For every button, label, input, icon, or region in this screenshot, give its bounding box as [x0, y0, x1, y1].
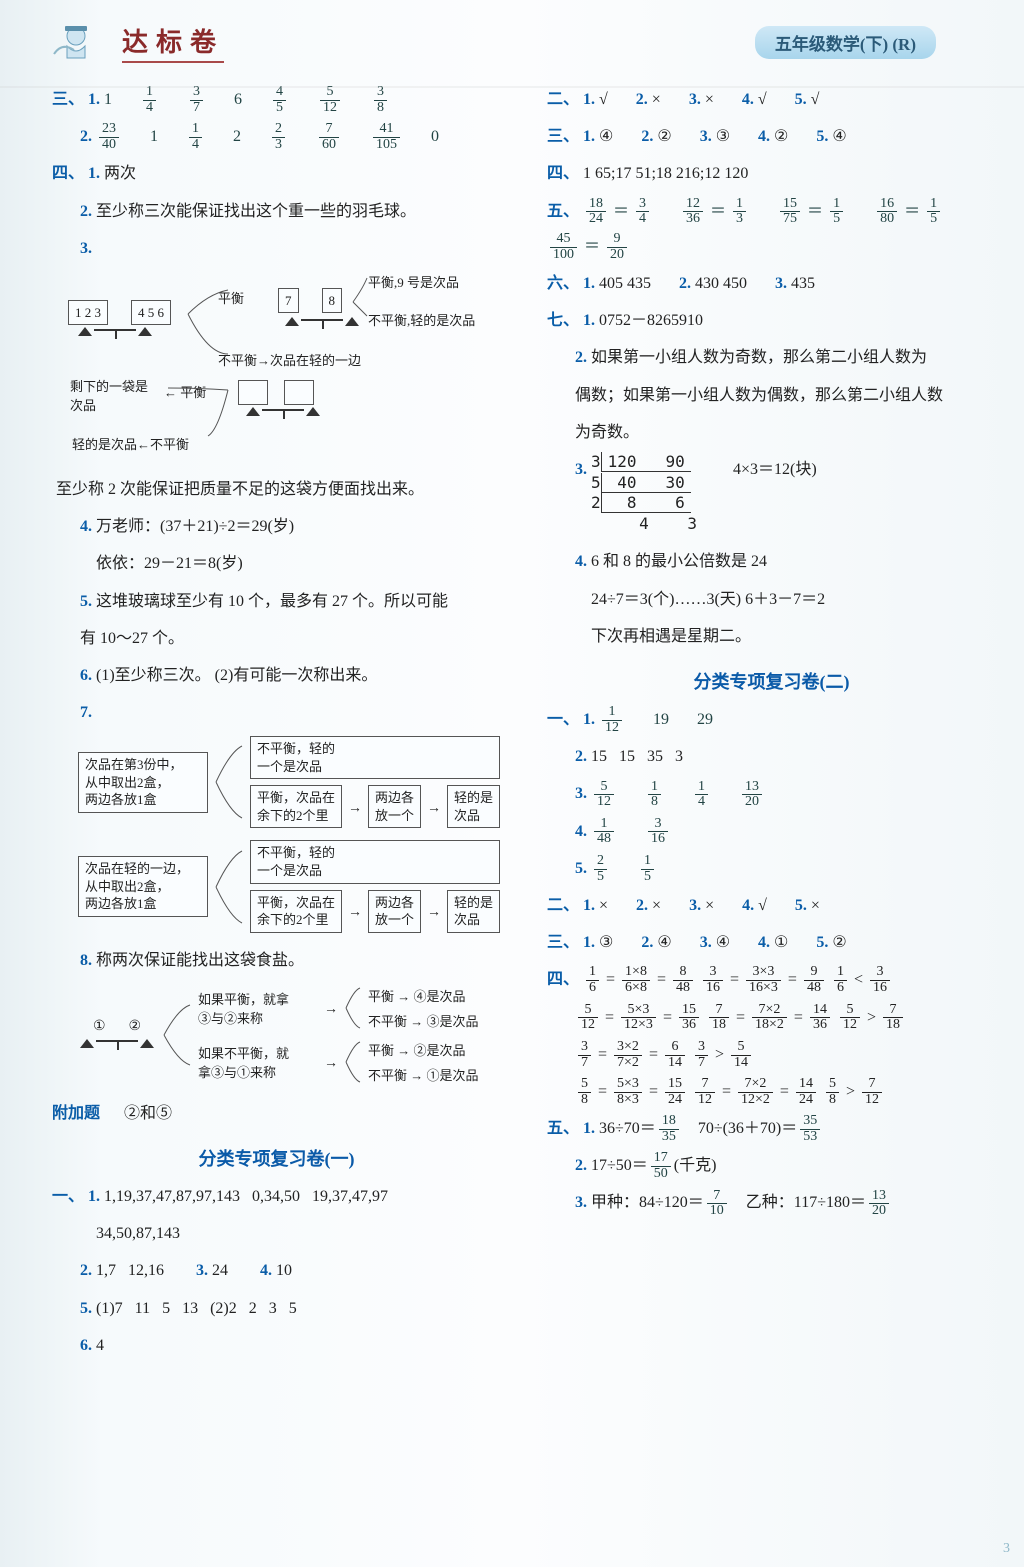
r-q6: 六、 1. 405 4352. 430 4503. 435 — [547, 266, 996, 301]
r-q7-2c: 为奇数。 — [547, 415, 996, 450]
mascot-icon — [52, 18, 100, 66]
s2-q5-l2: 2. 17÷50＝1750(千克) — [547, 1148, 996, 1183]
left-q4-7: 7. — [52, 695, 501, 730]
left-q4-8: 8. 称两次保证能找出这袋食盐。 — [52, 943, 501, 978]
header: 达标卷 五年级数学(下) (R) — [52, 18, 996, 66]
series-title: 达标卷 — [122, 22, 224, 63]
s2-q4-l2: 512 = 5×312×3 = 1536 718 = 7×218×2 = 143… — [547, 1000, 996, 1035]
diagram-7: 次品在第3份中， 从中取出2盒， 两边各放1盒 不平衡，轻的 一个是次品 平衡，… — [68, 736, 501, 932]
left-q4-5a: 5. 这堆玻璃球至少有 10 个，最多有 27 个。所以可能 — [52, 584, 501, 619]
s1-q1-l4: 5. (1)7 11 5 13 (2)2 2 3 5 — [52, 1291, 501, 1326]
s1-q1-l5: 6. 4 — [52, 1328, 501, 1363]
diagram-3: 1 2 3 4 5 6 7 8 平衡,9 号是次品 不平衡,轻的是次品 平衡 — [68, 272, 501, 462]
r-q7-4a: 4. 6 和 8 的最小公倍数是 24 — [547, 544, 996, 579]
s2-q5-l1: 五、 1. 36÷70＝1835 70÷(36＋70)＝3553 — [547, 1111, 996, 1146]
r-q7-3: 3. 3120 90 5 40 30 2 8 6 4 3 4×3＝12(块) — [547, 452, 996, 543]
left-q4-5b: 有 10～27 个。 — [52, 621, 501, 656]
r-q7-1: 七、 1. 0752－8265910 — [547, 303, 996, 338]
s1-q1-l2: 34,50,87,143 — [52, 1216, 501, 1251]
left-q3-row2: 2. 2340114223760411050 — [52, 119, 501, 154]
columns: 三、 1. 1143764551238 2. 23401142237604110… — [52, 80, 996, 1365]
left-q4-6: 6. (1)至少称三次。 (2)有可能一次称出来。 — [52, 658, 501, 693]
s1-q1-l3: 2. 1,7 12,16 3. 24 4. 10 — [52, 1253, 501, 1288]
left-q4-1: 四、 1. 两次 — [52, 156, 501, 191]
left-q4-2: 2. 至少称三次能保证找出这个重一些的羽毛球。 — [52, 194, 501, 229]
left-q4-4b: 依依：29－21＝8(岁) — [52, 546, 501, 581]
left-q4-3b: 至少称 2 次能保证把质量不足的这袋方便面找出来。 — [52, 472, 501, 507]
s2-q5-l3: 3. 甲种：84÷120＝710 乙种：117÷180＝1320 — [547, 1185, 996, 1220]
s2-q4-l3: 37 = 3×27×2 = 614 37 > 514 — [547, 1037, 996, 1072]
right-column: 二、 1. √2. ×3. ×4. √5. √ 三、 1. ④2. ②3. ③4… — [547, 80, 996, 1365]
left-extra: 附加题 ②和⑤ — [52, 1096, 501, 1131]
left-q4-3: 3. — [52, 231, 501, 266]
grade-pill: 五年级数学(下) (R) — [755, 26, 936, 59]
r-q7-2b: 偶数；如果第一小组人数为偶数，那么第二小组人数 — [547, 378, 996, 413]
r-q7-4c: 下次再相遇是星期二。 — [547, 619, 996, 654]
s2-q1-4: 4. 148316 — [547, 814, 996, 849]
s2-q1-1: 一、 1. 1121929 — [547, 702, 996, 737]
section2-title: 分类专项复习卷(二) — [547, 668, 996, 694]
r-q7-2a: 2. 如果第一小组人数为奇数，那么第二小组人数为 — [547, 340, 996, 375]
diagram-8: ① ② 如果平衡，就拿 ③与②来称 → 平衡 → ④是次品 — [68, 984, 501, 1086]
s2-q4-l1: 四、 16 = 1×86×8 = 848 316 = 3×316×3 = 948… — [547, 962, 996, 997]
section1-title: 分类专项复习卷(一) — [52, 1145, 501, 1171]
r-q7-4b: 24÷7＝3(个)……3(天) 6＋3－7＝2 — [547, 582, 996, 617]
left-column: 三、 1. 1143764551238 2. 23401142237604110… — [52, 80, 501, 1365]
r-q5: 五、 1824 ＝ 341236 ＝ 131575 ＝ 151680 ＝ 154… — [547, 194, 996, 264]
left-q4-4a: 4. 万老师：(37＋21)÷2＝29(岁) — [52, 509, 501, 544]
s2-q2: 二、 1. ×2. ×3. ×4. √5. × — [547, 888, 996, 923]
page-number: 3 — [1003, 1541, 1010, 1557]
page: 达标卷 五年级数学(下) (R) 三、 1. 1143764551238 2. … — [0, 0, 1024, 1567]
s2-q3: 三、 1. ③2. ④3. ④4. ①5. ② — [547, 925, 996, 960]
s2-q4-l4: 58 = 5×38×3 = 1524 712 = 7×212×2 = 1424 … — [547, 1074, 996, 1109]
r-q3: 三、 1. ④2. ②3. ③4. ②5. ④ — [547, 119, 996, 154]
s2-q1-2: 2. 15 15 35 3 — [547, 739, 996, 774]
s2-q1-5: 5. 2515 — [547, 851, 996, 886]
s1-q1-l1: 一、 1. 1,19,37,47,87,97,143 0,34,50 19,37… — [52, 1179, 501, 1214]
s2-q1-3: 3. 51218141320 — [547, 776, 996, 811]
r-q4: 四、 1 65;17 51;18 216;12 120 — [547, 156, 996, 191]
divider — [0, 86, 1024, 88]
header-right: 五年级数学(下) (R) — [755, 26, 936, 59]
